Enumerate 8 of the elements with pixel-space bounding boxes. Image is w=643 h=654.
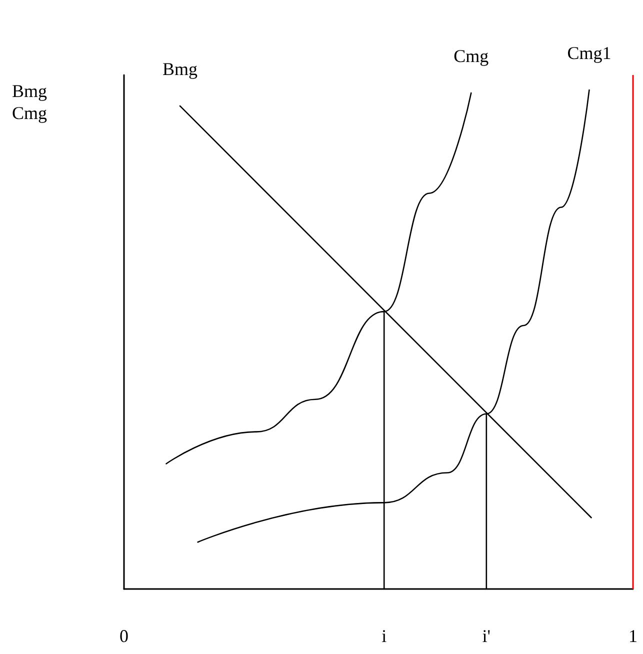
x-tick-label: 1 (628, 626, 638, 646)
y-axis-title: Bmg Cmg (12, 81, 48, 123)
series-label: Cmg (454, 46, 489, 66)
x-tick-label: i' (482, 626, 491, 646)
series-label: Cmg1 (567, 42, 612, 63)
x-tick-label: 0 (120, 626, 128, 646)
series-label: Bmg (162, 58, 198, 79)
x-tick-label: i (382, 626, 387, 646)
